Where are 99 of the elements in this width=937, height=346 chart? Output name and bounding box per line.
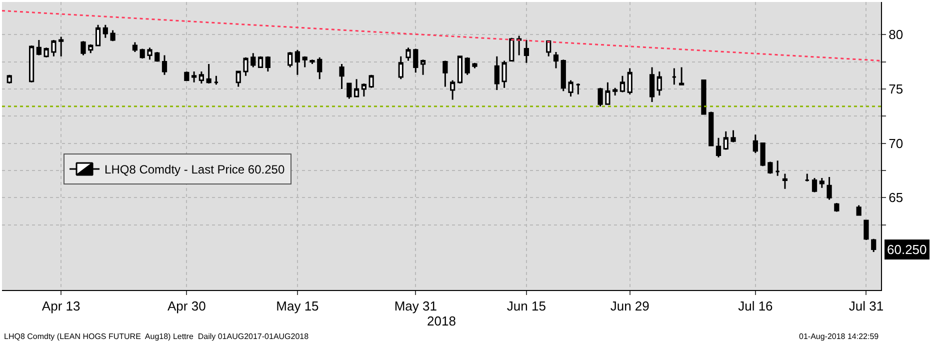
x-tick-label: May 31	[394, 298, 437, 314]
candlestick	[184, 70, 190, 81]
x-axis-title: 2018	[427, 314, 456, 329]
text: 01-Aug-2018 14:22:59	[799, 332, 880, 341]
candlestick	[88, 44, 94, 54]
candlestick	[782, 172, 788, 190]
candlestick	[568, 80, 574, 98]
candlestick	[51, 39, 56, 58]
candlestick	[856, 204, 862, 216]
candlestick	[368, 74, 374, 89]
candlestick	[95, 24, 101, 46]
x-tick-label: Apr 13	[42, 298, 80, 314]
candlestick	[708, 111, 714, 146]
candlestick	[265, 56, 270, 72]
candlestick	[524, 39, 530, 64]
candlestick	[258, 56, 264, 68]
candlestick	[206, 63, 212, 84]
x-tick-label: Jul 16	[738, 298, 773, 314]
candlestick	[605, 82, 610, 105]
candlestick	[509, 37, 514, 62]
text: 60.250	[887, 242, 927, 257]
candlestick	[36, 39, 42, 56]
legend-label: LHQ8 Comdty - Last Price 60.250	[104, 162, 285, 177]
candlestick	[516, 34, 522, 56]
candlestick	[6, 74, 12, 84]
candlestick	[826, 176, 832, 201]
candlestick	[502, 60, 507, 89]
candlestick	[191, 70, 197, 84]
candlestick	[310, 58, 315, 65]
candlestick	[627, 68, 632, 96]
candlestick	[576, 82, 581, 96]
candlestick	[472, 62, 478, 70]
y-tick-label: 80	[888, 27, 904, 42]
candlestick	[339, 63, 344, 90]
candlestick	[730, 129, 736, 143]
candlestick	[154, 51, 160, 63]
x-tick-label: May 15	[276, 298, 319, 314]
candlestick	[649, 66, 655, 103]
candlestick	[723, 130, 728, 151]
candlestick	[768, 161, 773, 174]
candlestick	[80, 40, 86, 56]
candlestick	[214, 75, 219, 86]
candlestick	[398, 56, 404, 80]
candlestick	[464, 56, 470, 76]
candlestick	[775, 160, 780, 177]
candlestick	[494, 56, 500, 91]
candlestick	[656, 70, 662, 96]
candlestick	[361, 82, 366, 98]
x-tick-label: Jul 31	[848, 298, 884, 314]
text: LHQ8 Comdty (LEAN HOGS FUTURE Aug18) Lettre Daily 01AUG2017-01AUG2018	[4, 332, 310, 341]
y-tick-label: 70	[888, 136, 904, 151]
candlestick	[457, 56, 463, 84]
candlestick	[243, 56, 248, 77]
candlestick	[354, 78, 360, 98]
candlestick	[701, 80, 706, 115]
candlestick	[752, 134, 758, 154]
candlestick	[819, 177, 824, 189]
candlestick	[760, 142, 766, 167]
candlestick	[612, 87, 618, 96]
candlestick	[620, 75, 626, 93]
y-tick-label: 65	[888, 190, 904, 206]
candlestick	[102, 24, 108, 39]
candlestick	[450, 80, 456, 101]
candlestick	[553, 51, 559, 70]
candlestick	[679, 66, 684, 86]
candlestick	[198, 70, 204, 84]
candlestick	[716, 137, 722, 158]
candlestick	[132, 41, 138, 53]
candlestick	[834, 202, 840, 212]
candlestick	[598, 87, 603, 108]
candlestick	[110, 30, 116, 42]
candlestick	[346, 82, 352, 100]
candlestick	[147, 46, 152, 60]
candlestick	[44, 46, 49, 58]
candlestick	[546, 40, 552, 58]
candlestick	[871, 238, 876, 253]
candlestick	[250, 52, 256, 68]
candlestick	[162, 54, 168, 76]
candlestick	[58, 36, 64, 58]
candlestick	[864, 220, 869, 241]
y-tick-label: 75	[888, 81, 904, 96]
candlestick	[406, 46, 411, 62]
candlestick	[236, 70, 241, 88]
candlestick	[28, 44, 34, 84]
candlestick	[294, 49, 300, 76]
candlestick	[420, 58, 426, 76]
x-tick-label: Jun 15	[506, 298, 546, 314]
candlestick	[560, 58, 566, 92]
candlestick	[288, 51, 293, 68]
candlestick	[442, 60, 448, 88]
candlestick	[413, 48, 418, 74]
x-tick-label: Apr 30	[168, 298, 206, 314]
candlestick	[317, 56, 322, 80]
x-tick-label: Jun 29	[610, 298, 650, 314]
candlestick	[672, 68, 677, 86]
candlestick	[804, 172, 810, 182]
candlestick	[140, 48, 145, 60]
candlestick	[812, 177, 818, 193]
candlestick	[302, 56, 308, 68]
